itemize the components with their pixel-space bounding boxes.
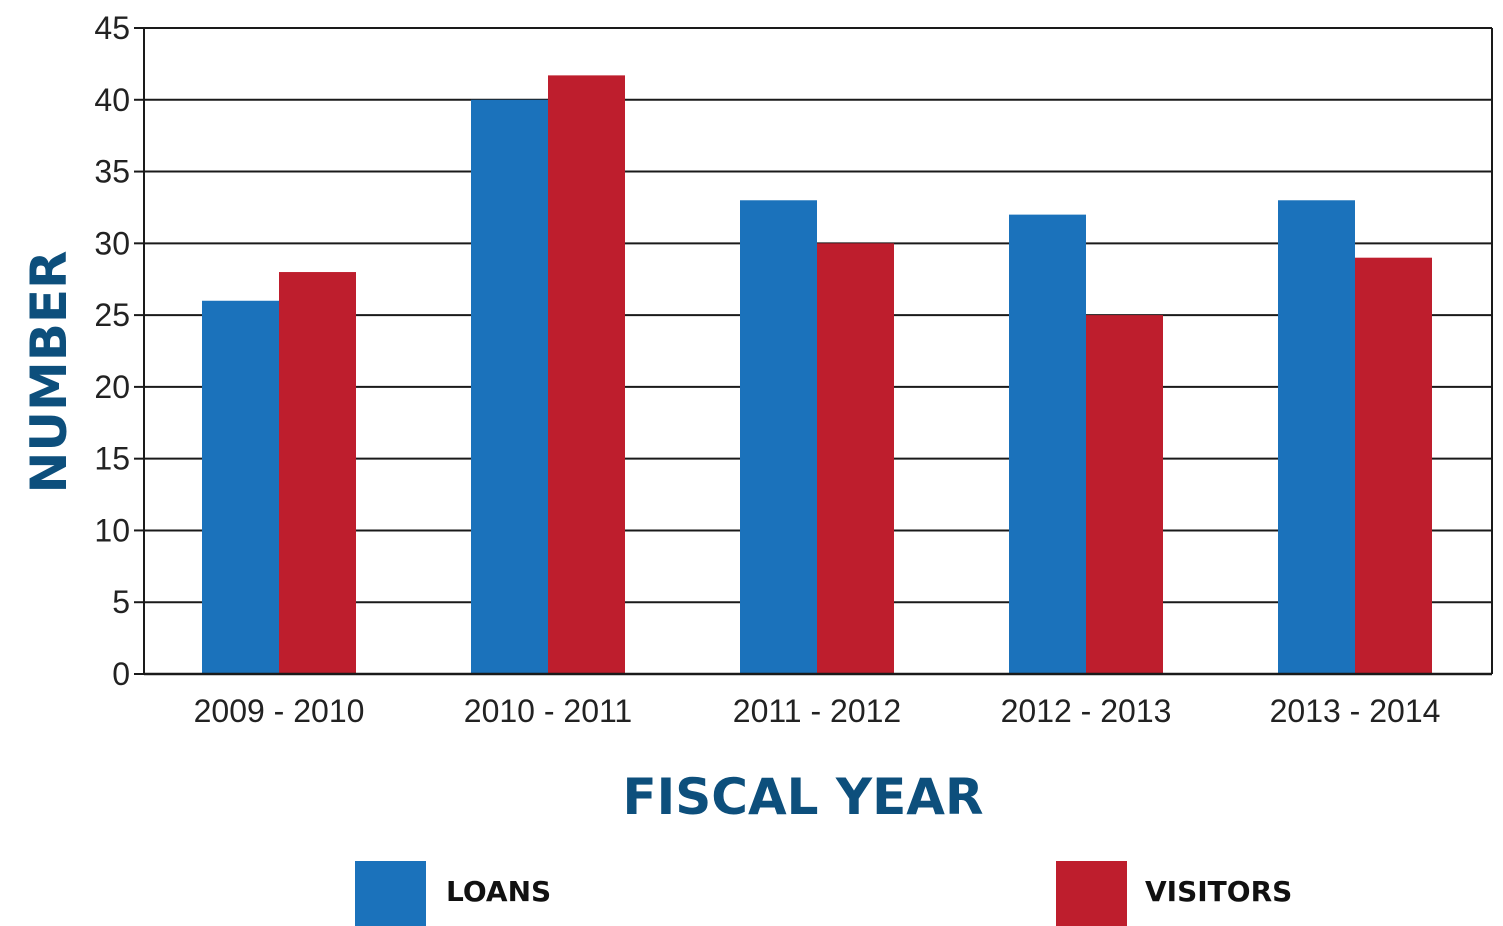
bar-visitors-2 [817,243,894,675]
bar-visitors-1 [548,75,625,674]
plot-frame [143,28,1493,676]
legend-swatch-visitors [1056,861,1127,926]
y-tick-label: 25 [94,297,130,333]
y-tick-label: 5 [112,584,130,620]
y-tick-label: 30 [94,225,130,261]
y-tick-label: 40 [94,82,130,118]
legend-label-loans: LOANS [446,875,551,908]
y-tick-label: 45 [94,10,130,46]
x-tick-label: 2013 - 2014 [1270,693,1441,729]
bar-loans-4 [1278,200,1355,674]
bar-loans-0 [202,300,279,674]
x-tick-label: 2010 - 2011 [464,693,632,729]
bar-loans-3 [1009,214,1086,674]
x-axis-ticks: 2009 - 2010 2010 - 2011 2011 - 2012 2012 - … [194,693,1441,729]
x-tick-label: 2011 - 2012 [733,693,901,729]
x-tick-label: 2012 - 2013 [1001,693,1172,729]
bars [202,75,1432,675]
bar-visitors-0 [279,272,356,674]
x-axis-title: FISCAL YEAR [623,768,984,826]
legend-swatch-loans [355,861,426,926]
bar-loans-1 [471,99,548,675]
y-tick-label: 20 [94,369,130,405]
bar-visitors-3 [1086,315,1163,674]
y-tick-label: 10 [94,512,130,548]
legend-label-visitors: VISITORS [1145,875,1292,908]
y-axis-title: NUMBER [20,251,78,494]
y-tick-label: 0 [112,656,130,692]
bar-visitors-4 [1355,257,1432,674]
x-tick-label: 2009 - 2010 [194,693,365,729]
y-tick-label: 15 [94,441,130,477]
legend: LOANS VISITORS [355,861,1292,926]
bar-loans-2 [740,200,817,674]
y-tick-label: 35 [94,154,130,190]
y-axis-ticks: 0 5 10 15 20 25 30 35 40 45 [94,10,144,692]
